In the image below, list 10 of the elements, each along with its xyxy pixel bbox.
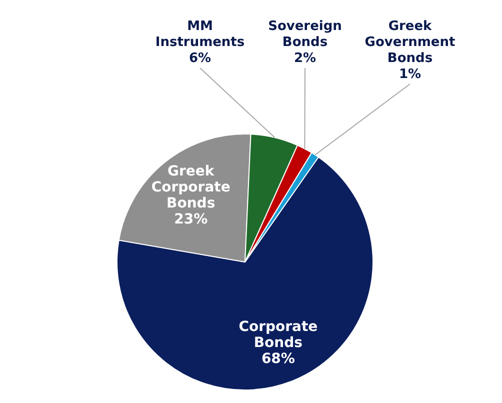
slice-label: Sovereign Bonds xyxy=(268,19,342,50)
data-label: 6% xyxy=(188,51,212,66)
slice-label: Greek Corporate Bonds xyxy=(151,164,230,212)
slice-label: Greek Government Bonds xyxy=(364,19,456,66)
data-label: 2% xyxy=(294,51,316,66)
data-label: 23% xyxy=(174,212,208,228)
data-label: 1% xyxy=(398,67,422,82)
slice-label: MM Instruments xyxy=(155,19,245,50)
slice-label: Corporate Bonds xyxy=(238,318,318,351)
data-label: 68% xyxy=(261,350,295,367)
